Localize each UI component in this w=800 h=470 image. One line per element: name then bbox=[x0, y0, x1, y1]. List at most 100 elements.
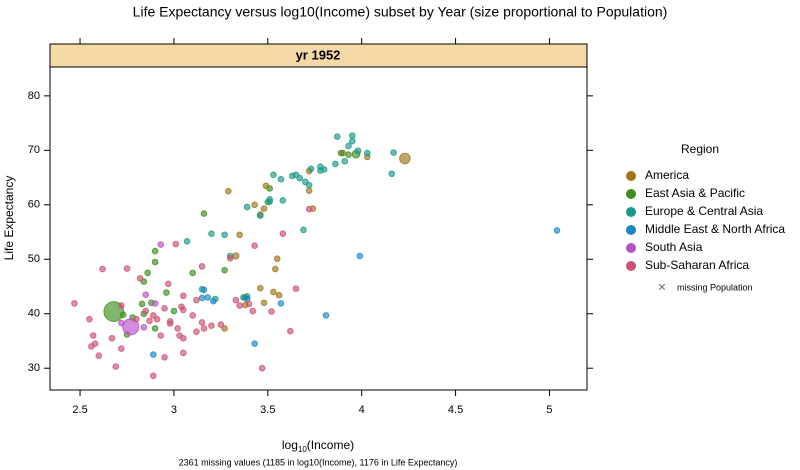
point bbox=[142, 291, 150, 298]
point bbox=[180, 334, 187, 342]
point bbox=[153, 315, 161, 323]
point bbox=[174, 325, 181, 332]
point bbox=[204, 294, 212, 301]
strip-label: yr 1952 bbox=[296, 47, 341, 62]
point bbox=[180, 306, 187, 314]
point bbox=[149, 372, 157, 380]
point bbox=[118, 345, 125, 352]
point bbox=[161, 354, 168, 361]
y-tick-label: 80 bbox=[28, 90, 40, 102]
point bbox=[151, 258, 159, 266]
point bbox=[118, 319, 125, 327]
point bbox=[140, 324, 148, 331]
point bbox=[266, 185, 273, 192]
point bbox=[91, 340, 99, 348]
point bbox=[292, 171, 300, 179]
point bbox=[356, 252, 364, 260]
point bbox=[249, 307, 257, 315]
point bbox=[149, 312, 157, 319]
point bbox=[332, 160, 339, 168]
legend-label: South Asia bbox=[645, 240, 703, 254]
point bbox=[279, 230, 287, 237]
point bbox=[123, 265, 131, 272]
point bbox=[305, 187, 313, 194]
point bbox=[305, 181, 313, 189]
point bbox=[320, 166, 328, 173]
point bbox=[345, 151, 352, 158]
point bbox=[364, 149, 371, 157]
point bbox=[166, 318, 174, 325]
point bbox=[354, 147, 362, 155]
legend-marker bbox=[626, 225, 636, 235]
legend-marker bbox=[626, 207, 636, 217]
point bbox=[151, 247, 159, 255]
point bbox=[136, 275, 144, 282]
point bbox=[275, 291, 283, 299]
point bbox=[170, 307, 178, 315]
point bbox=[236, 302, 243, 309]
point bbox=[164, 280, 172, 288]
panel bbox=[49, 66, 588, 391]
point bbox=[390, 149, 397, 156]
point bbox=[287, 327, 294, 335]
point bbox=[112, 363, 120, 370]
point bbox=[232, 296, 240, 304]
point bbox=[142, 307, 150, 315]
point bbox=[108, 334, 116, 342]
point bbox=[95, 352, 103, 359]
point bbox=[225, 187, 232, 195]
y-tick-label: 40 bbox=[28, 308, 40, 320]
point bbox=[151, 300, 159, 307]
point bbox=[200, 210, 208, 217]
chart-title: Life Expectancy versus log10(Income) sub… bbox=[133, 4, 668, 20]
legend-label: Europe & Central Asia bbox=[645, 204, 763, 218]
point bbox=[198, 263, 206, 270]
legend-marker bbox=[626, 261, 636, 271]
point bbox=[138, 300, 146, 308]
point bbox=[260, 299, 268, 307]
point bbox=[232, 252, 240, 260]
point bbox=[221, 325, 228, 332]
point bbox=[341, 157, 349, 165]
x-tick-label: 5 bbox=[546, 404, 552, 416]
y-tick-label: 30 bbox=[28, 362, 40, 374]
point bbox=[146, 317, 153, 325]
point bbox=[86, 315, 93, 323]
legend-label: Middle East & North Africa bbox=[645, 222, 785, 236]
x-label-sub: 10 bbox=[298, 445, 307, 454]
point bbox=[200, 325, 208, 332]
point bbox=[172, 240, 180, 248]
y-axis-label: Life Expectancy bbox=[2, 176, 16, 261]
point bbox=[149, 351, 157, 358]
point bbox=[118, 302, 125, 309]
point bbox=[388, 170, 396, 178]
point bbox=[163, 289, 170, 296]
point bbox=[345, 142, 352, 150]
point bbox=[307, 165, 315, 173]
y-tick-label: 50 bbox=[28, 253, 40, 265]
point bbox=[256, 212, 264, 219]
point bbox=[180, 292, 187, 300]
point bbox=[292, 285, 300, 292]
point bbox=[251, 242, 258, 249]
point bbox=[268, 308, 275, 315]
point bbox=[198, 294, 206, 302]
point bbox=[189, 312, 196, 319]
legend-marker bbox=[626, 243, 636, 253]
x-tick-label: 4.5 bbox=[448, 404, 463, 416]
point bbox=[260, 205, 268, 212]
missing-marker: × bbox=[658, 279, 666, 295]
point bbox=[221, 231, 228, 239]
point bbox=[270, 288, 277, 296]
point bbox=[189, 269, 196, 277]
point bbox=[305, 205, 313, 213]
point bbox=[208, 230, 215, 237]
point bbox=[333, 133, 341, 141]
point bbox=[337, 149, 345, 157]
point bbox=[89, 332, 97, 339]
legend-title: Region bbox=[681, 142, 719, 156]
point bbox=[200, 286, 208, 294]
footnote: 2361 missing values (1185 in log10(Incom… bbox=[179, 457, 458, 467]
